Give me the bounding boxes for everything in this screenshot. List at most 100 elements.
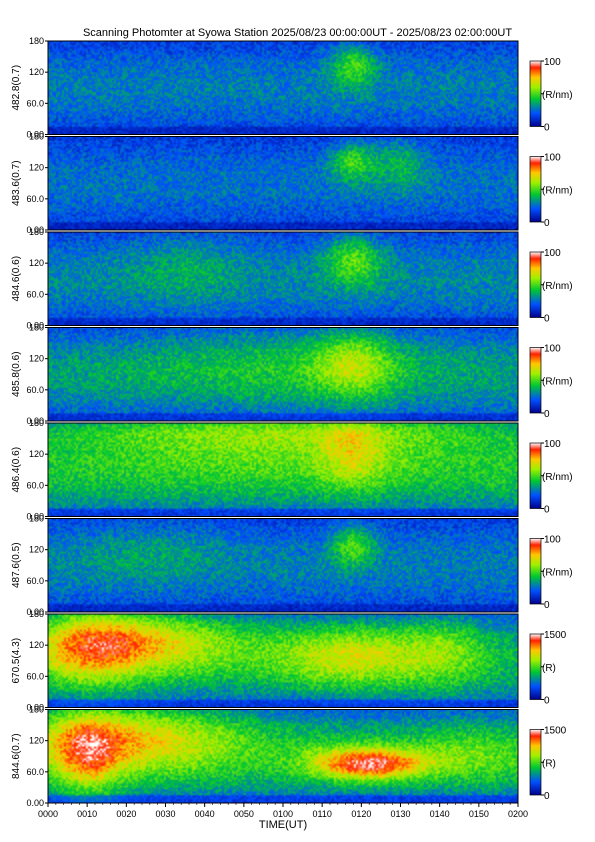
y-tick-label: 0.00 bbox=[26, 225, 44, 235]
panel-heatmap-6 bbox=[48, 614, 518, 708]
y-tick-label: 120 bbox=[29, 640, 44, 650]
colorbar-max-label: 100 bbox=[544, 344, 561, 355]
panel-label: 482.8(0.7) bbox=[11, 65, 22, 111]
colorbar-min-label: 0 bbox=[544, 696, 550, 707]
y-tick-label: 120 bbox=[29, 163, 44, 173]
panel-label: 484.6(0.6) bbox=[11, 256, 22, 302]
x-tick-label: 0050 bbox=[234, 809, 254, 819]
y-tick-label: 0.00 bbox=[26, 703, 44, 713]
panel-frame-2 bbox=[47, 231, 519, 326]
y-tick-label: 0.00 bbox=[26, 607, 44, 617]
colorbar-min-label: 0 bbox=[544, 314, 550, 325]
colorbar bbox=[529, 347, 542, 414]
panel-label: 670.5(4.3) bbox=[11, 638, 22, 684]
y-tick-label: 180 bbox=[29, 705, 44, 715]
y-tick-label: 120 bbox=[29, 67, 44, 77]
y-tick-label: 180 bbox=[29, 514, 44, 524]
colorbar-max-label: 100 bbox=[544, 439, 561, 450]
y-tick-label: 180 bbox=[29, 609, 44, 619]
colorbar bbox=[529, 60, 542, 127]
colorbar-unit-label: (R) bbox=[542, 758, 556, 769]
panel-frame-0 bbox=[47, 40, 519, 135]
panel-frame-4 bbox=[47, 422, 519, 517]
colorbar-min-label: 0 bbox=[544, 505, 550, 516]
colorbar-unit-label: (R/nm) bbox=[542, 472, 573, 483]
x-tick-label: 0110 bbox=[312, 809, 331, 819]
panel-frame-5 bbox=[47, 518, 519, 613]
y-tick-label: 120 bbox=[29, 449, 44, 459]
chart-title: Scanning Photomter at Syowa Station 2025… bbox=[82, 27, 513, 39]
colorbar bbox=[529, 442, 542, 509]
x-tick-label: 0120 bbox=[351, 809, 371, 819]
y-tick-label: 180 bbox=[29, 132, 44, 142]
x-tick-label: 0030 bbox=[155, 809, 175, 819]
colorbar-unit-label: (R/nm) bbox=[542, 90, 573, 101]
colorbar-unit-label: (R/nm) bbox=[542, 281, 573, 292]
x-tick-label: 0130 bbox=[390, 809, 410, 819]
y-tick-label: 0.00 bbox=[26, 798, 44, 808]
panel-label: 483.6(0.7) bbox=[11, 160, 22, 206]
y-tick-label: 60.0 bbox=[26, 767, 44, 777]
y-tick-label: 0.00 bbox=[26, 512, 44, 522]
x-axis-label: TIME(UT) bbox=[259, 819, 307, 831]
y-tick-label: 60.0 bbox=[26, 480, 44, 490]
colorbar-min-label: 0 bbox=[544, 791, 550, 802]
colorbar-max-label: 100 bbox=[544, 153, 561, 164]
panel-heatmap-1 bbox=[48, 136, 518, 230]
colorbar-max-label: 100 bbox=[544, 57, 561, 68]
colorbar-max-label: 1500 bbox=[544, 630, 567, 641]
y-tick-label: 180 bbox=[29, 227, 44, 237]
colorbar-unit-label: (R/nm) bbox=[542, 567, 573, 578]
colorbar bbox=[529, 156, 542, 223]
panel-heatmap-0 bbox=[48, 41, 518, 135]
y-tick-label: 120 bbox=[29, 545, 44, 555]
y-tick-label: 0.00 bbox=[26, 321, 44, 331]
y-tick-label: 60.0 bbox=[26, 671, 44, 681]
panel-label: 485.8(0.6) bbox=[11, 351, 22, 397]
panel-heatmap-7 bbox=[48, 709, 518, 803]
x-tick-label: 0100 bbox=[273, 809, 293, 819]
panel-frame-1 bbox=[47, 136, 519, 231]
y-tick-label: 0.00 bbox=[26, 416, 44, 426]
panel-heatmap-3 bbox=[48, 327, 518, 421]
colorbar bbox=[529, 729, 542, 796]
colorbar bbox=[529, 538, 542, 605]
colorbar-unit-label: (R/nm) bbox=[542, 185, 573, 196]
y-tick-label: 180 bbox=[29, 418, 44, 428]
panel-frame-6 bbox=[47, 613, 519, 708]
colorbar bbox=[529, 633, 542, 700]
panel-frame-3 bbox=[47, 327, 519, 422]
y-tick-label: 0.00 bbox=[26, 130, 44, 140]
colorbar-max-label: 100 bbox=[544, 248, 561, 259]
panel-label: 844.6(0.7) bbox=[11, 733, 22, 779]
x-tick-label: 0020 bbox=[116, 809, 136, 819]
panel-label: 487.6(0.5) bbox=[11, 542, 22, 588]
y-tick-label: 120 bbox=[29, 354, 44, 364]
x-tick-label: 0000 bbox=[38, 809, 58, 819]
y-tick-label: 60.0 bbox=[26, 194, 44, 204]
x-tick-label: 0040 bbox=[195, 809, 215, 819]
colorbar-min-label: 0 bbox=[544, 600, 550, 611]
x-tick-label: 0140 bbox=[430, 809, 450, 819]
colorbar-min-label: 0 bbox=[544, 409, 550, 420]
y-tick-label: 120 bbox=[29, 258, 44, 268]
colorbar-max-label: 100 bbox=[544, 535, 561, 546]
y-tick-label: 180 bbox=[29, 36, 44, 46]
x-tick-label: 0150 bbox=[469, 809, 489, 819]
panel-heatmap-5 bbox=[48, 518, 518, 612]
colorbar-min-label: 0 bbox=[544, 218, 550, 229]
colorbar-min-label: 0 bbox=[544, 123, 550, 134]
panel-heatmap-2 bbox=[48, 232, 518, 326]
y-tick-label: 60.0 bbox=[26, 289, 44, 299]
panel-label: 486.4(0.6) bbox=[11, 447, 22, 493]
y-tick-label: 60.0 bbox=[26, 98, 44, 108]
colorbar-max-label: 1500 bbox=[544, 726, 567, 737]
y-tick-label: 180 bbox=[29, 323, 44, 333]
y-tick-label: 120 bbox=[29, 736, 44, 746]
colorbar bbox=[529, 251, 542, 318]
x-tick-label: 0010 bbox=[77, 809, 97, 819]
x-tick-label: 0200 bbox=[508, 809, 528, 819]
y-tick-label: 60.0 bbox=[26, 385, 44, 395]
y-tick-label: 60.0 bbox=[26, 576, 44, 586]
